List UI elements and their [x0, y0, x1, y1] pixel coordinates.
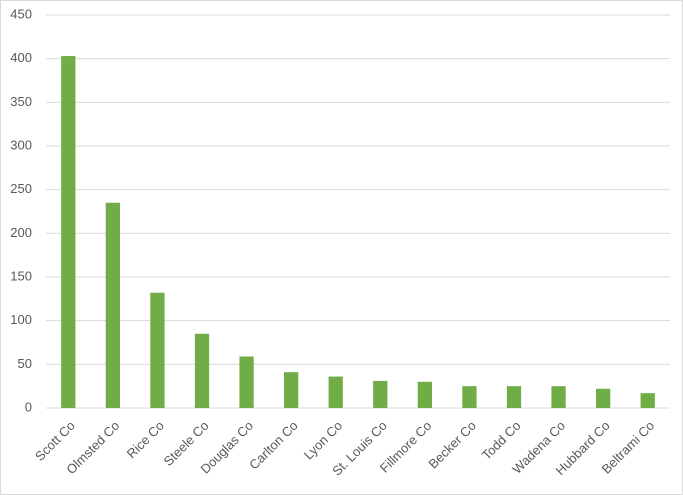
bar — [551, 386, 566, 408]
bar — [239, 356, 254, 408]
bar — [462, 386, 477, 408]
y-tick-label: 150 — [10, 268, 32, 283]
bar — [284, 372, 299, 408]
y-tick-label: 100 — [10, 312, 32, 327]
bar — [194, 333, 210, 408]
bar — [105, 202, 120, 408]
y-tick-label: 350 — [10, 94, 32, 109]
y-tick-label: 450 — [10, 6, 32, 21]
bar — [506, 386, 522, 408]
y-tick-label: 300 — [10, 137, 32, 152]
bar — [596, 388, 611, 408]
y-tick-label: 250 — [10, 181, 32, 196]
bar — [373, 380, 388, 408]
bar — [61, 56, 76, 409]
y-tick-label: 0 — [25, 399, 32, 414]
bar — [417, 381, 432, 408]
y-tick-label: 50 — [18, 356, 32, 371]
bar — [640, 393, 655, 408]
y-tick-label: 200 — [10, 225, 32, 240]
y-tick-label: 400 — [10, 50, 32, 65]
bar — [328, 376, 343, 408]
bar — [150, 292, 165, 408]
